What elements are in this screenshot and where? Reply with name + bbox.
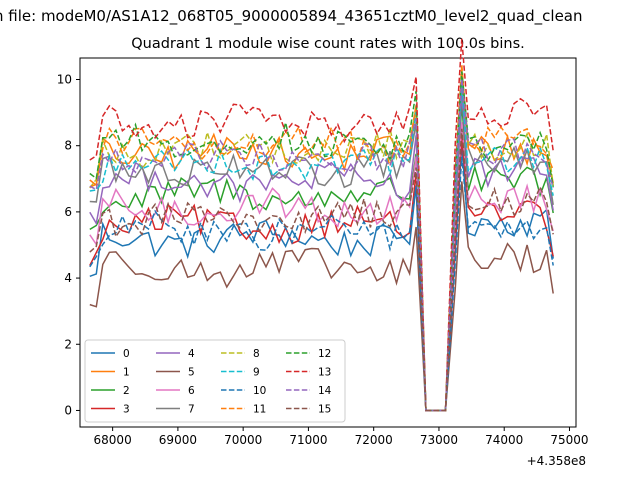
series-layer	[89, 38, 554, 412]
legend-label-7: 7	[188, 404, 195, 416]
y-tick-label: 8	[64, 139, 72, 153]
legend-label-10: 10	[253, 385, 266, 397]
series-line-14	[89, 78, 554, 412]
x-tick-label: 73000	[420, 433, 458, 447]
y-tick-label: 2	[64, 337, 72, 351]
figure-suptitle: n file: modeM0/AS1A12_068T05_9000005894_…	[0, 7, 583, 25]
legend-label-8: 8	[253, 348, 260, 360]
x-tick-label: 75000	[550, 433, 588, 447]
ticks-layer: 68000 69000 70000 71000 72000 73000 74000 75000…	[57, 73, 589, 447]
x-tick-label: 72000	[355, 433, 393, 447]
axes-frame	[79, 57, 577, 428]
legend-label-2: 2	[123, 385, 130, 397]
legend-label-12: 12	[318, 348, 331, 360]
chart-title: Quadrant 1 module wise count rates with …	[131, 36, 525, 52]
x-tick-label: 68000	[94, 433, 132, 447]
legend-label-11: 11	[253, 404, 266, 416]
legend-label-9: 9	[253, 367, 260, 379]
legend-label-14: 14	[318, 385, 332, 397]
legend-label-3: 3	[123, 404, 130, 416]
series-line-6	[89, 122, 554, 412]
legend-label-15: 15	[318, 404, 331, 416]
series-line-5	[89, 181, 554, 412]
y-tick-label: 4	[64, 271, 72, 285]
legend-label-13: 13	[318, 367, 331, 379]
x-tick-label: 70000	[224, 433, 262, 447]
x-tick-label: 74000	[485, 433, 523, 447]
x-tick-label: 69000	[159, 433, 197, 447]
series-line-10	[89, 156, 554, 412]
legend-label-6: 6	[188, 385, 195, 397]
x-offset-label: +4.358e8	[527, 454, 586, 468]
y-tick-label: 0	[64, 403, 72, 417]
series-line-13	[89, 38, 554, 412]
x-tick-label: 71000	[289, 433, 327, 447]
series-line-12	[89, 71, 554, 412]
series-line-0	[89, 143, 554, 412]
series-line-15	[89, 128, 554, 412]
legend-label-1: 1	[123, 367, 130, 379]
legend-label-4: 4	[188, 348, 195, 360]
legend-label-0: 0	[123, 348, 130, 360]
y-tick-label: 10	[57, 73, 72, 87]
series-line-7	[89, 86, 554, 412]
legend-label-5: 5	[188, 367, 195, 379]
legend-box	[84, 339, 346, 423]
y-tick-label: 6	[64, 205, 72, 219]
